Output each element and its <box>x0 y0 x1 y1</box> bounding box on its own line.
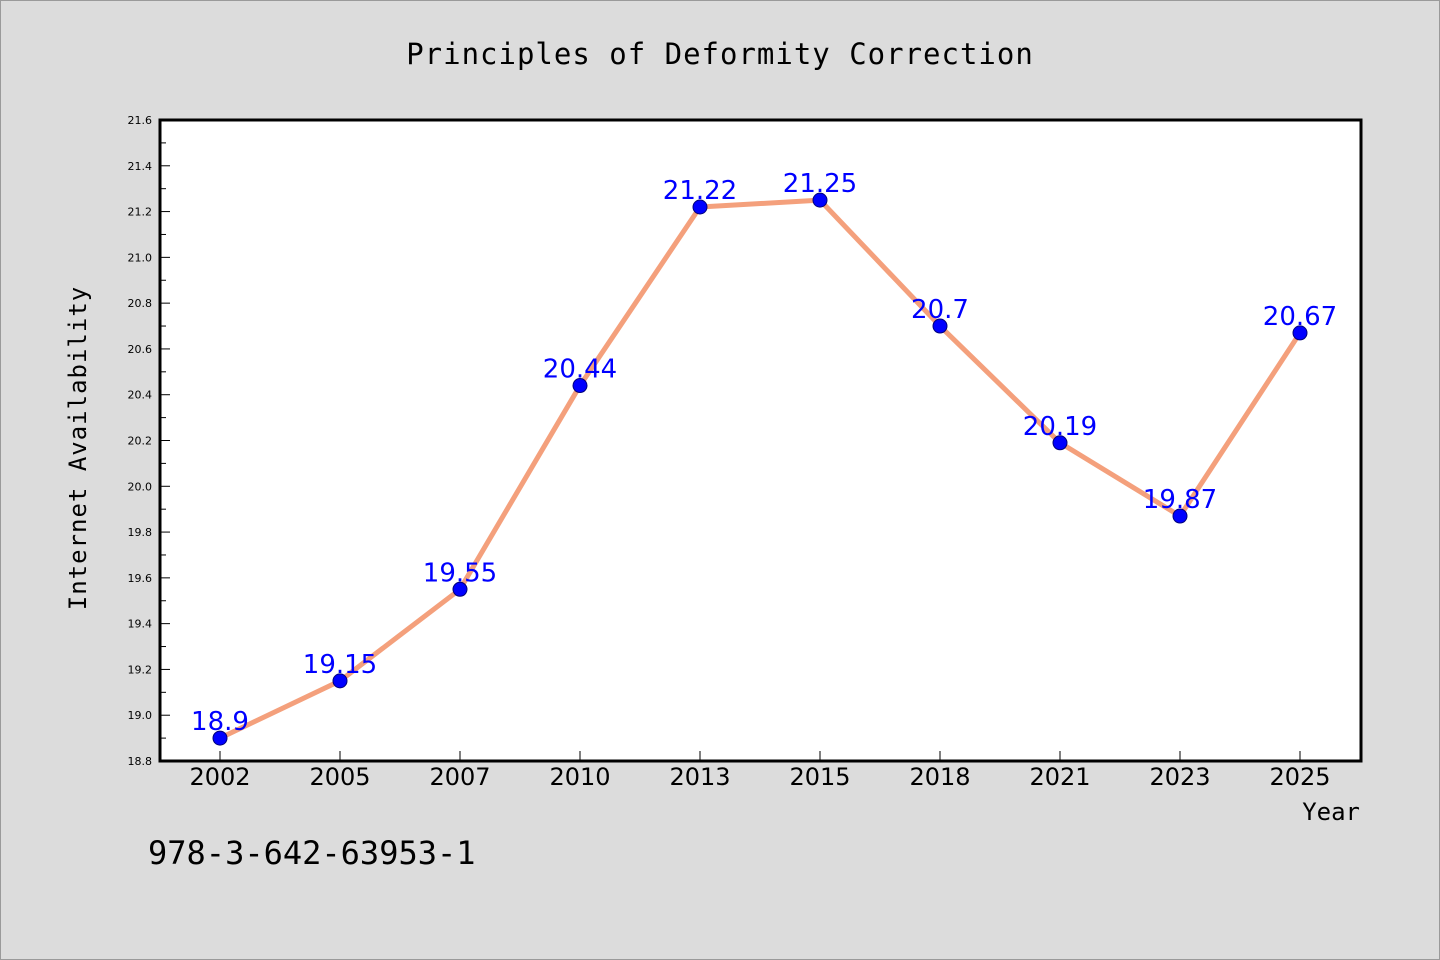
data-point <box>932 318 948 334</box>
y-tick-label: 18.8 <box>128 755 153 768</box>
y-tick-label: 20.6 <box>128 343 153 356</box>
y-tick-label: 20.4 <box>128 389 153 402</box>
x-tick-label: 2023 <box>1149 763 1210 791</box>
y-axis-label: Internet Availability <box>64 286 92 610</box>
data-labels: 18.9 19.15 19.55 20.44 21.22 21.25 20.7 20.19 19… <box>191 169 1337 737</box>
y-tick-label: 20.0 <box>128 480 153 493</box>
data-label: 21.25 <box>783 169 857 199</box>
isbn-text: 978-3-642-63953-1 <box>148 834 476 872</box>
data-label: 19.87 <box>1143 485 1217 515</box>
x-tick-label: 2013 <box>669 763 730 791</box>
plot-border <box>158 118 1363 763</box>
data-point <box>572 378 588 394</box>
y-tick-label: 21.4 <box>128 160 153 173</box>
x-axis: 2002 2005 2007 2010 2013 2015 2018 2021 2023 2025 <box>189 751 1331 791</box>
x-tick-label: 2002 <box>189 763 250 791</box>
plot-area <box>160 120 1361 761</box>
y-tick-label: 20.2 <box>128 435 153 448</box>
data-point <box>212 730 228 746</box>
y-tick-label: 19.8 <box>128 526 153 539</box>
y-tick-label: 21.6 <box>128 114 153 127</box>
data-point <box>1172 508 1188 524</box>
data-label: 20.19 <box>1023 412 1097 442</box>
data-label: 21.22 <box>663 176 737 206</box>
y-tick-label: 19.6 <box>128 572 153 585</box>
data-label: 19.15 <box>303 650 377 680</box>
y-tick-label: 21.0 <box>128 251 153 264</box>
x-tick-label: 2018 <box>909 763 970 791</box>
x-tick-label: 2005 <box>309 763 370 791</box>
data-point <box>1292 325 1308 341</box>
y-tick-label: 20.8 <box>128 297 153 310</box>
data-markers <box>212 192 1308 746</box>
data-label: 20.44 <box>543 355 617 385</box>
data-label: 19.55 <box>423 558 497 588</box>
y-tick-label: 19.4 <box>128 618 153 631</box>
x-axis-label: Year <box>1302 798 1360 826</box>
data-label: 20.7 <box>911 295 969 325</box>
x-tick-label: 2015 <box>789 763 850 791</box>
data-point <box>812 192 828 208</box>
series-line <box>217 197 1303 741</box>
data-point <box>1052 435 1068 451</box>
data-point <box>692 199 708 215</box>
x-tick-label: 2021 <box>1029 763 1090 791</box>
x-tick-label: 2025 <box>1269 763 1330 791</box>
data-point <box>332 673 348 689</box>
data-point <box>452 581 468 597</box>
y-axis: 18.8 19.0 19.2 19.4 19.6 19.8 20.0 20.2 20.4 20.6… <box>128 114 170 768</box>
y-tick-label: 19.0 <box>128 709 153 722</box>
x-tick-label: 2007 <box>429 763 490 791</box>
y-tick-label: 21.2 <box>128 206 153 219</box>
data-label: 20.67 <box>1263 302 1337 332</box>
y-tick-label: 19.2 <box>128 663 153 676</box>
chart-title: Principles of Deformity Correction <box>406 37 1034 71</box>
x-tick-label: 2010 <box>549 763 610 791</box>
data-label: 18.9 <box>191 707 249 737</box>
